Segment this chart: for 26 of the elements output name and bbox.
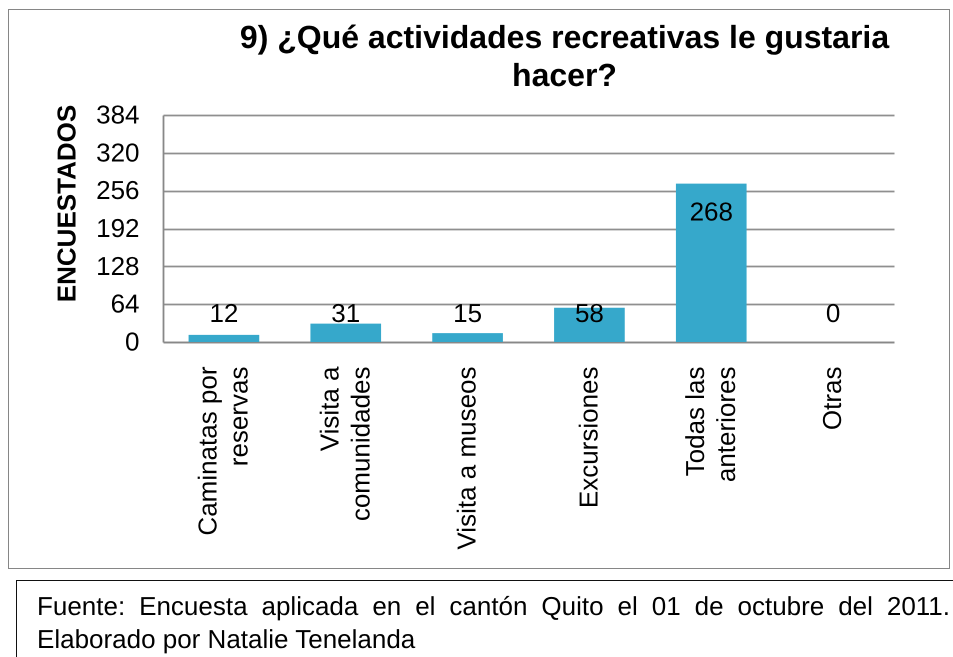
data-label: 0 — [826, 298, 840, 328]
bar — [432, 333, 503, 342]
x-tick-label: Caminatas por reservas — [192, 366, 254, 536]
data-label: 31 — [331, 298, 360, 328]
y-axis-title: ENCUESTADOS — [52, 104, 82, 302]
data-label: 15 — [453, 298, 482, 328]
y-tick-label: 128 — [96, 250, 140, 281]
x-tick-label: Visita a museos — [452, 366, 482, 550]
bar — [676, 184, 747, 342]
data-label: 58 — [574, 298, 604, 328]
data-label: 268 — [690, 196, 733, 227]
y-tick-label: 192 — [96, 213, 140, 243]
y-tick-label: 256 — [96, 175, 140, 206]
source-note: Fuente: Encuesta aplicada en el cantón Quito el 01 de octubre del 2011. — [37, 591, 950, 621]
y-tick-label: 320 — [96, 137, 140, 168]
y-tick-label: 0 — [125, 326, 140, 356]
chart-title: 9) ¿Qué actividades recreativas le gustaria hacer? — [240, 19, 890, 93]
x-tick-label: Excursiones — [573, 366, 604, 508]
bar — [310, 324, 382, 342]
x-tick-label: Otras — [817, 366, 848, 430]
data-label: 12 — [209, 298, 238, 328]
y-tick-label: 64 — [110, 288, 140, 319]
text: Elaborado por Natalie Tenelanda — [37, 624, 416, 654]
y-tick-label: 384 — [96, 100, 140, 130]
bar — [188, 334, 260, 342]
x-tick-label: Todas las anteriores — [680, 366, 741, 482]
